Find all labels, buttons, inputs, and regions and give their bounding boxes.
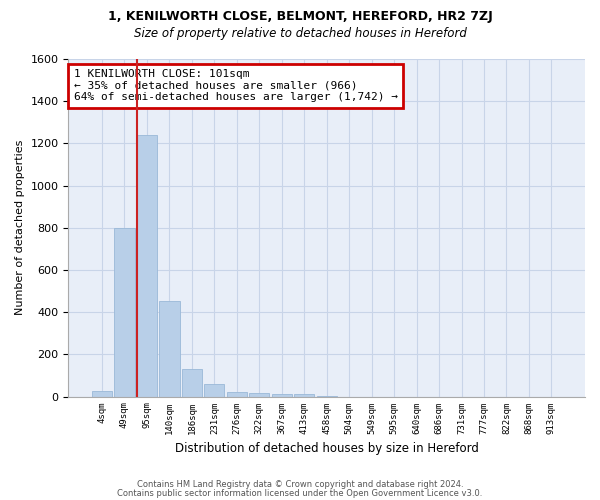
Bar — [137, 135, 157, 396]
Bar — [182, 369, 202, 396]
Bar — [92, 392, 112, 396]
Text: 1, KENILWORTH CLOSE, BELMONT, HEREFORD, HR2 7ZJ: 1, KENILWORTH CLOSE, BELMONT, HEREFORD, … — [107, 10, 493, 23]
Bar — [159, 300, 179, 396]
Bar — [272, 394, 292, 396]
Text: Contains public sector information licensed under the Open Government Licence v3: Contains public sector information licen… — [118, 488, 482, 498]
Y-axis label: Number of detached properties: Number of detached properties — [15, 140, 25, 316]
Bar — [249, 393, 269, 396]
Text: 1 KENILWORTH CLOSE: 101sqm
← 35% of detached houses are smaller (966)
64% of sem: 1 KENILWORTH CLOSE: 101sqm ← 35% of deta… — [74, 69, 398, 102]
X-axis label: Distribution of detached houses by size in Hereford: Distribution of detached houses by size … — [175, 442, 479, 455]
Bar — [115, 228, 134, 396]
Bar — [204, 384, 224, 396]
Text: Size of property relative to detached houses in Hereford: Size of property relative to detached ho… — [134, 28, 466, 40]
Bar — [294, 394, 314, 396]
Bar — [227, 392, 247, 396]
Text: Contains HM Land Registry data © Crown copyright and database right 2024.: Contains HM Land Registry data © Crown c… — [137, 480, 463, 489]
